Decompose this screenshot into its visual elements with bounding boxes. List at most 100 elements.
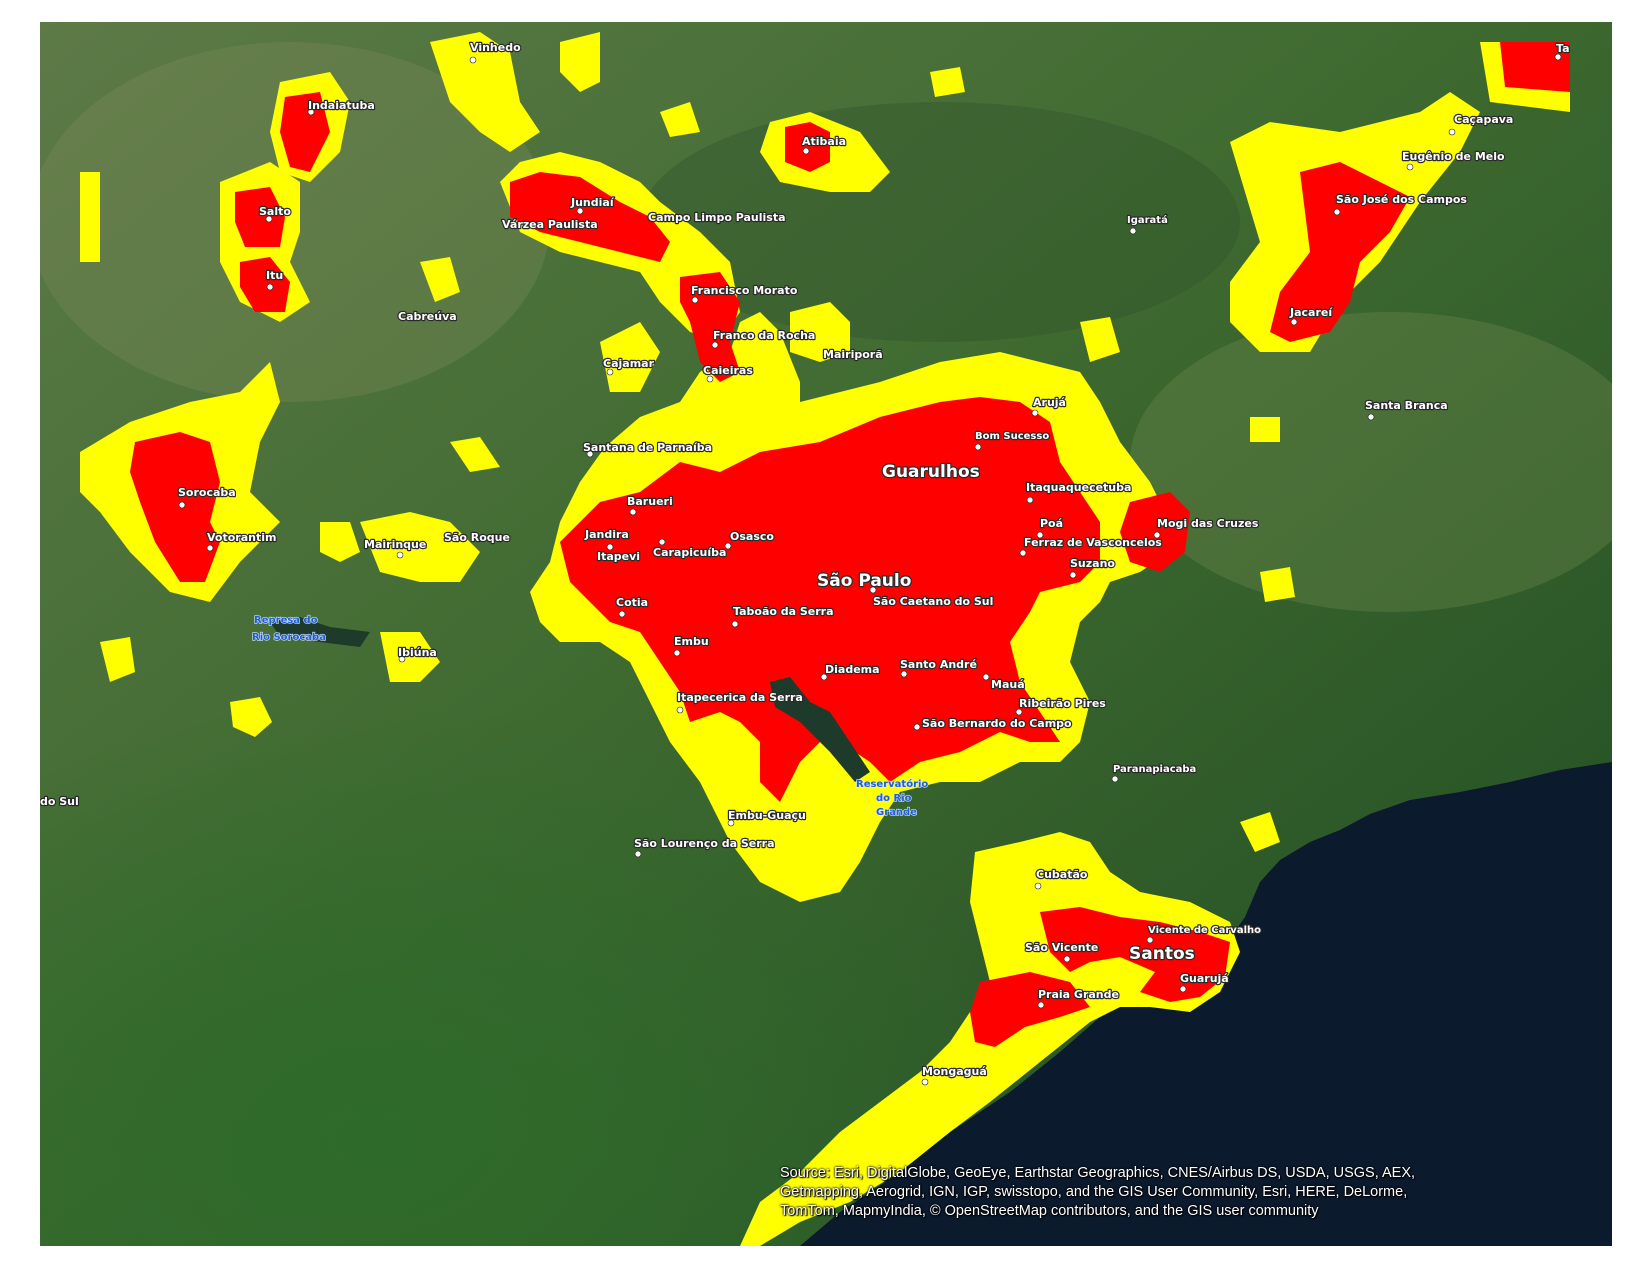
city-marker[interactable] bbox=[658, 538, 666, 546]
city-marker[interactable] bbox=[398, 655, 406, 663]
label-vinhedo[interactable]: Vinhedo bbox=[469, 40, 522, 55]
city-marker[interactable] bbox=[974, 443, 982, 451]
label-igarata[interactable]: Igaratá bbox=[1126, 213, 1169, 227]
label-mongagua[interactable]: Mongaguá bbox=[921, 1064, 988, 1079]
label-cubatao[interactable]: Cubatão bbox=[1035, 867, 1089, 882]
city-marker[interactable] bbox=[178, 501, 186, 509]
label-guarulhos[interactable]: Guarulhos bbox=[881, 461, 981, 483]
city-marker[interactable] bbox=[307, 108, 315, 116]
city-marker[interactable] bbox=[1179, 985, 1187, 993]
city-marker[interactable] bbox=[206, 544, 214, 552]
label-sao-bernardo-do-campo[interactable]: São Bernardo do Campo bbox=[921, 716, 1073, 731]
city-marker[interactable] bbox=[1036, 531, 1044, 539]
label-itapevi[interactable]: Itapevi bbox=[596, 549, 641, 564]
label-varzea-paulista[interactable]: Várzea Paulista bbox=[501, 217, 599, 232]
label-embu-guacu[interactable]: Embu-Guaçu bbox=[727, 808, 807, 823]
city-marker[interactable] bbox=[618, 610, 626, 618]
label-mogi-das-cruzes[interactable]: Mogi das Cruzes bbox=[1156, 516, 1260, 531]
label-salto[interactable]: Salto bbox=[258, 204, 293, 219]
label-francisco-morato[interactable]: Francisco Morato bbox=[690, 283, 799, 298]
label-embu[interactable]: Embu bbox=[673, 634, 710, 649]
city-marker[interactable] bbox=[982, 673, 990, 681]
label-eugenio-de-melo[interactable]: Eugênio de Melo bbox=[1401, 149, 1506, 164]
city-marker[interactable] bbox=[673, 649, 681, 657]
city-marker[interactable] bbox=[1554, 53, 1562, 61]
city-marker[interactable] bbox=[1367, 413, 1375, 421]
label-cabreuva[interactable]: Cabreúva bbox=[397, 309, 458, 324]
label-cajamar[interactable]: Cajamar bbox=[602, 356, 656, 371]
city-marker[interactable] bbox=[1026, 496, 1034, 504]
city-marker[interactable] bbox=[711, 341, 719, 349]
label-sao-roque[interactable]: São Roque bbox=[443, 530, 511, 545]
label-itapecerica-da-serra[interactable]: Itapecerica da Serra bbox=[676, 690, 804, 705]
label-praia-grande[interactable]: Praia Grande bbox=[1037, 987, 1120, 1002]
label-bom-sucesso[interactable]: Bom Sucesso bbox=[974, 430, 1051, 443]
city-marker[interactable] bbox=[921, 1078, 929, 1086]
city-marker[interactable] bbox=[469, 56, 477, 64]
label-barueri[interactable]: Barueri bbox=[626, 494, 674, 509]
city-marker[interactable] bbox=[820, 673, 828, 681]
label-itu[interactable]: Itu bbox=[265, 268, 285, 283]
city-marker[interactable] bbox=[802, 147, 810, 155]
map-view[interactable]: São Paulo Guarulhos Santos Vinhedo Indai… bbox=[40, 22, 1612, 1246]
label-sao-lourenco-da-serra[interactable]: São Lourenço da Serra bbox=[633, 836, 776, 851]
city-marker[interactable] bbox=[1015, 708, 1023, 716]
city-marker[interactable] bbox=[1129, 227, 1137, 235]
city-marker[interactable] bbox=[1146, 936, 1154, 944]
label-ta[interactable]: Ta bbox=[1555, 41, 1571, 56]
city-marker[interactable] bbox=[629, 508, 637, 516]
city-marker[interactable] bbox=[396, 551, 404, 559]
label-guaruja[interactable]: Guarujá bbox=[1179, 971, 1230, 986]
label-indaiatuba[interactable]: Indaiatuba bbox=[307, 98, 376, 113]
city-marker[interactable] bbox=[265, 215, 273, 223]
label-taboao-da-serra[interactable]: Taboão da Serra bbox=[732, 604, 835, 619]
label-votorantim[interactable]: Votorantim bbox=[206, 530, 278, 545]
city-marker[interactable] bbox=[1019, 549, 1027, 557]
label-cacapava[interactable]: Caçapava bbox=[1453, 112, 1515, 127]
label-represa-sorocaba-line1[interactable]: Represa do bbox=[253, 614, 318, 626]
city-marker[interactable] bbox=[634, 850, 642, 858]
label-sao-jose-dos-campos[interactable]: São José dos Campos bbox=[1335, 192, 1469, 207]
city-marker[interactable] bbox=[586, 450, 594, 458]
city-marker[interactable] bbox=[576, 207, 584, 215]
city-marker[interactable] bbox=[1063, 955, 1071, 963]
label-jacarei[interactable]: Jacareí bbox=[1288, 305, 1335, 320]
city-marker[interactable] bbox=[727, 819, 735, 827]
city-marker[interactable] bbox=[913, 723, 921, 731]
label-santana-de-parnaiba[interactable]: Santana de Parnaíba bbox=[582, 440, 713, 455]
city-marker[interactable] bbox=[900, 670, 908, 678]
label-osasco[interactable]: Osasco bbox=[729, 529, 776, 544]
label-paranapiacaba[interactable]: Paranapiacaba bbox=[1112, 763, 1198, 776]
label-ribeirao-pires[interactable]: Ribeirão Pires bbox=[1018, 696, 1108, 711]
label-cotia[interactable]: Cotia bbox=[615, 595, 649, 610]
city-marker[interactable] bbox=[1031, 409, 1039, 417]
city-marker[interactable] bbox=[1034, 882, 1042, 890]
label-do-sul[interactable]: do Sul bbox=[40, 794, 80, 809]
label-ferraz-de-vasconcelos[interactable]: Ferraz de Vasconcelos bbox=[1023, 535, 1164, 550]
city-marker[interactable] bbox=[706, 375, 714, 383]
label-sao-vicente[interactable]: São Vicente bbox=[1024, 940, 1100, 955]
city-marker[interactable] bbox=[1069, 571, 1077, 579]
label-suzano[interactable]: Suzano bbox=[1069, 556, 1117, 571]
label-carapicuiba[interactable]: Carapicuíba bbox=[652, 545, 728, 560]
label-poa[interactable]: Poá bbox=[1039, 516, 1064, 531]
label-represa-sorocaba-line2[interactable]: Rio Sorocaba bbox=[251, 631, 326, 643]
label-sao-caetano-do-sul[interactable]: São Caetano do Sul bbox=[872, 594, 995, 609]
label-franco-da-rocha[interactable]: Franco da Rocha bbox=[712, 328, 817, 343]
label-sao-paulo[interactable]: São Paulo bbox=[816, 570, 913, 592]
label-aruja[interactable]: Arujá bbox=[1032, 395, 1067, 410]
city-marker[interactable] bbox=[731, 620, 739, 628]
label-reservatorio-line3[interactable]: Grande bbox=[875, 806, 917, 818]
label-caieiras[interactable]: Caieiras bbox=[702, 363, 755, 378]
city-marker[interactable] bbox=[266, 283, 274, 291]
label-mairinque[interactable]: Mairinque bbox=[363, 537, 428, 552]
label-reservatorio-line1[interactable]: Reservatório bbox=[855, 777, 929, 790]
label-santo-andre[interactable]: Santo André bbox=[899, 657, 978, 672]
city-marker[interactable] bbox=[1111, 775, 1119, 783]
label-vicente-de-carvalho[interactable]: Vicente de Carvalho bbox=[1147, 924, 1263, 937]
map-canvas[interactable]: São Paulo Guarulhos Santos Vinhedo Indai… bbox=[40, 22, 1612, 1246]
label-itaquaquecetuba[interactable]: Itaquaquecetuba bbox=[1025, 480, 1133, 495]
city-marker[interactable] bbox=[691, 296, 699, 304]
city-marker[interactable] bbox=[1448, 128, 1456, 136]
city-marker[interactable] bbox=[1333, 208, 1341, 216]
